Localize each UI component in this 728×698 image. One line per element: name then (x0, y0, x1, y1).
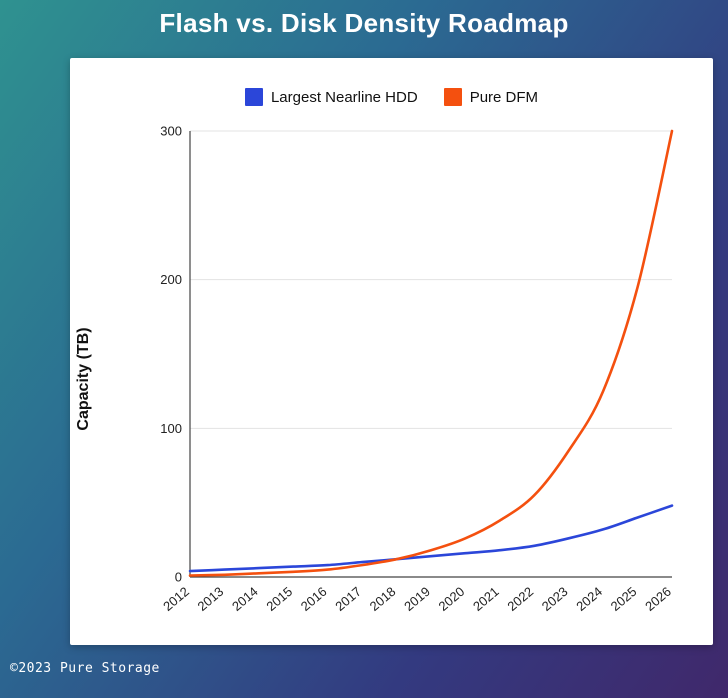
svg-text:100: 100 (160, 421, 182, 436)
svg-text:2013: 2013 (195, 584, 227, 614)
svg-text:2026: 2026 (642, 584, 674, 614)
svg-text:0: 0 (175, 570, 182, 585)
svg-text:2023: 2023 (539, 584, 571, 614)
svg-text:2018: 2018 (367, 584, 399, 614)
svg-text:2014: 2014 (229, 584, 261, 614)
page-title: Flash vs. Disk Density Roadmap (159, 8, 569, 38)
legend-item-dfm: Pure DFM (443, 88, 539, 106)
svg-text:2019: 2019 (401, 584, 433, 614)
legend-swatch-dfm (443, 88, 462, 106)
svg-text:200: 200 (160, 272, 182, 287)
svg-text:2012: 2012 (160, 584, 192, 614)
svg-text:300: 300 (160, 124, 182, 139)
copyright-text: ©2023 Pure Storage (10, 661, 160, 676)
legend-swatch-hdd (244, 88, 263, 106)
svg-text:2017: 2017 (332, 584, 364, 614)
legend-item-hdd: Largest Nearline HDD (244, 88, 418, 106)
legend-label-hdd: Largest Nearline HDD (270, 88, 418, 106)
svg-text:2025: 2025 (608, 584, 640, 614)
svg-text:2016: 2016 (298, 584, 330, 614)
chart-legend: Largest Nearline HDD Pure DFM (70, 88, 713, 106)
svg-text:2024: 2024 (573, 584, 605, 614)
chart-card: Largest Nearline HDD Pure DFM Capacity (… (70, 58, 713, 645)
svg-text:2020: 2020 (436, 584, 468, 614)
svg-text:2021: 2021 (470, 584, 502, 614)
legend-label-dfm: Pure DFM (469, 88, 539, 106)
svg-text:2015: 2015 (263, 584, 295, 614)
svg-text:2022: 2022 (504, 584, 536, 614)
y-axis-label: Capacity (TB) (75, 327, 92, 431)
